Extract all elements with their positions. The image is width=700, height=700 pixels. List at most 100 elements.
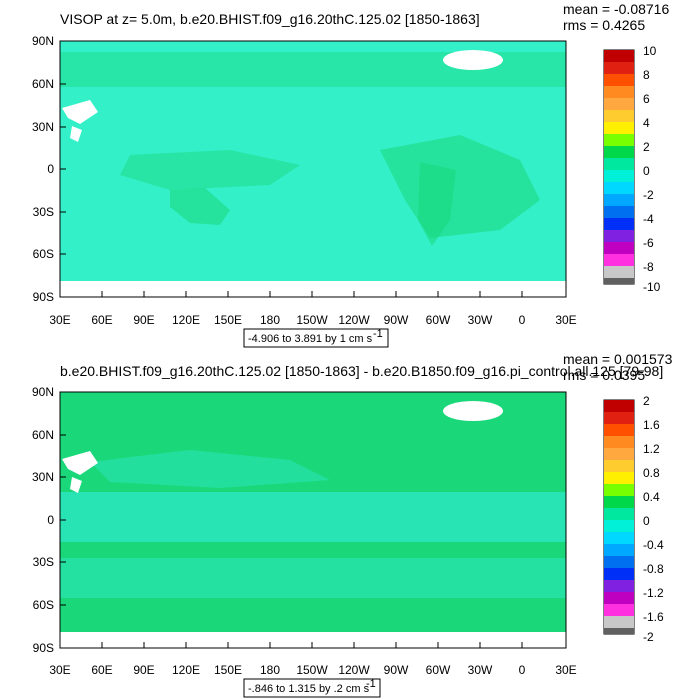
y-tick-30N-top: 30N xyxy=(32,120,66,134)
range-sup-bottom: -1 xyxy=(366,678,376,690)
svg-text:60W: 60W xyxy=(426,663,451,677)
legend-swatches-bottom xyxy=(604,400,634,634)
svg-text:-0.8: -0.8 xyxy=(643,562,664,576)
x-tick-60E-bottom: 60E xyxy=(91,642,113,677)
y-tick-0-bottom: 0 xyxy=(47,513,66,527)
x-tick-120E-bottom: 120E xyxy=(172,642,200,677)
panel-bottom-rms: rms = 0.0395 xyxy=(563,367,645,383)
x-tick-90W-bottom: 90W xyxy=(384,642,409,677)
x-tick-180-bottom: 180 xyxy=(260,642,280,677)
x-tick-90E-top: 90E xyxy=(133,291,155,327)
svg-text:120W: 120W xyxy=(338,313,370,327)
svg-text:90W: 90W xyxy=(384,663,409,677)
ocean-blue-blob-north-bottom xyxy=(90,450,330,488)
canada-island-mask-bottom-2 xyxy=(70,477,82,493)
canada-island-mask-bottom xyxy=(62,451,98,475)
svg-text:30E: 30E xyxy=(49,313,70,327)
x-ticks-bottom: 30E 60E 90E 120E 150E 180 150W 120W 90W … xyxy=(49,642,577,677)
panel-top-mean: mean = -0.08716 xyxy=(563,1,669,17)
y-tick-30N-bottom: 30N xyxy=(32,470,66,484)
range-label-top: -4.906 to 3.891 by 1 cm s xyxy=(248,333,373,345)
greenland-mask-bottom xyxy=(443,401,503,421)
continent-australia-top xyxy=(170,188,230,225)
y-tick-60S-bottom: 60S xyxy=(33,598,66,612)
x-tick-0-bottom: 0 xyxy=(519,642,526,677)
x-tick-90E-bottom: 90E xyxy=(133,642,155,677)
svg-text:6: 6 xyxy=(643,92,650,106)
svg-text:-8: -8 xyxy=(643,260,654,274)
svg-text:1.6: 1.6 xyxy=(643,418,660,432)
x-tick-60E-top: 60E xyxy=(91,291,113,327)
svg-text:0: 0 xyxy=(47,513,54,527)
y-tick-60S-top: 60S xyxy=(33,247,66,261)
legend-top: 10 8 6 4 2 0 -2 -4 -6 -8 -10 xyxy=(603,44,661,294)
x-tick-120W-top: 120W xyxy=(338,291,370,327)
y-tick-90S-top: 90S xyxy=(33,290,66,304)
map-bottom xyxy=(60,392,566,648)
svg-text:0: 0 xyxy=(643,164,650,178)
x-tick-30E-bottom: 30E xyxy=(49,642,71,677)
svg-text:30W: 30W xyxy=(468,663,493,677)
y-tick-60N-bottom: 60N xyxy=(32,428,66,442)
y-tick-90N-top: 90N xyxy=(32,34,66,48)
svg-text:30E: 30E xyxy=(555,663,576,677)
x-tick-60W-bottom: 60W xyxy=(426,642,451,677)
svg-text:150E: 150E xyxy=(214,313,242,327)
x-tick-90W-top: 90W xyxy=(384,291,409,327)
map-top xyxy=(60,41,566,297)
greenland-mask-top xyxy=(443,50,503,70)
svg-text:-1.2: -1.2 xyxy=(643,586,664,600)
svg-text:-4: -4 xyxy=(643,212,654,226)
svg-text:-2: -2 xyxy=(643,188,654,202)
antarctica-mask-bottom xyxy=(60,632,566,648)
svg-text:150W: 150W xyxy=(296,663,328,677)
y-tick-0-top: 0 xyxy=(47,162,66,176)
svg-text:0: 0 xyxy=(47,162,54,176)
x-tick-150E-top: 150E xyxy=(214,291,242,327)
x-tick-150W-bottom: 150W xyxy=(296,642,328,677)
svg-text:30N: 30N xyxy=(32,120,54,134)
legend-bottom: 2 1.6 1.2 0.8 0.4 0 -0.4 -0.8 -1.2 -1.6 … xyxy=(603,394,664,644)
svg-text:0: 0 xyxy=(519,663,526,677)
svg-text:120E: 120E xyxy=(172,663,200,677)
svg-text:30E: 30E xyxy=(555,313,576,327)
svg-text:60S: 60S xyxy=(33,598,54,612)
range-sup-top: -1 xyxy=(373,328,383,340)
x-tick-120W-bottom: 120W xyxy=(338,642,370,677)
range-box-bottom: -.846 to 1.315 by .2 cm s -1 xyxy=(243,678,381,698)
y-tick-90S-bottom: 90S xyxy=(33,641,66,655)
panel-bottom: b.e20.BHIST.f09_g16.20thC.125.02 [1850-1… xyxy=(32,351,673,698)
svg-text:120W: 120W xyxy=(338,663,370,677)
svg-text:90S: 90S xyxy=(33,290,54,304)
x-tick-30W-bottom: 30W xyxy=(468,642,493,677)
svg-text:120E: 120E xyxy=(172,313,200,327)
svg-text:10: 10 xyxy=(643,44,657,58)
x-tick-30E-end-bottom: 30E xyxy=(555,642,577,677)
x-tick-180-top: 180 xyxy=(260,291,280,327)
svg-text:0: 0 xyxy=(519,313,526,327)
svg-text:150E: 150E xyxy=(214,663,242,677)
ocean-blue-band-south-bottom xyxy=(60,558,566,598)
svg-text:90N: 90N xyxy=(32,385,54,399)
panel-top-title: VISOP at z= 5.0m, b.e20.BHIST.f09_g16.20… xyxy=(60,11,480,27)
svg-text:90S: 90S xyxy=(33,641,54,655)
svg-text:2: 2 xyxy=(643,140,650,154)
svg-text:60E: 60E xyxy=(91,663,112,677)
x-tick-0-top: 0 xyxy=(519,291,526,327)
continent-south-america-top xyxy=(418,162,456,246)
svg-text:90E: 90E xyxy=(133,313,154,327)
svg-text:90N: 90N xyxy=(32,34,54,48)
svg-text:60E: 60E xyxy=(91,313,112,327)
svg-text:1.2: 1.2 xyxy=(643,442,660,456)
x-tick-150W-top: 150W xyxy=(296,291,328,327)
range-label-bottom: -.846 to 1.315 by .2 cm s xyxy=(248,683,370,695)
svg-text:30E: 30E xyxy=(49,663,70,677)
y-tick-30S-top: 30S xyxy=(33,205,66,219)
svg-text:60S: 60S xyxy=(33,247,54,261)
ocean-blue-band-tropics-bottom xyxy=(60,492,566,542)
x-tick-30W-top: 30W xyxy=(468,291,493,327)
y-ticks-bottom: 90N 60N 30N 0 30S 60S 90S xyxy=(32,385,66,655)
svg-text:-0.4: -0.4 xyxy=(643,538,664,552)
svg-text:30W: 30W xyxy=(468,313,493,327)
